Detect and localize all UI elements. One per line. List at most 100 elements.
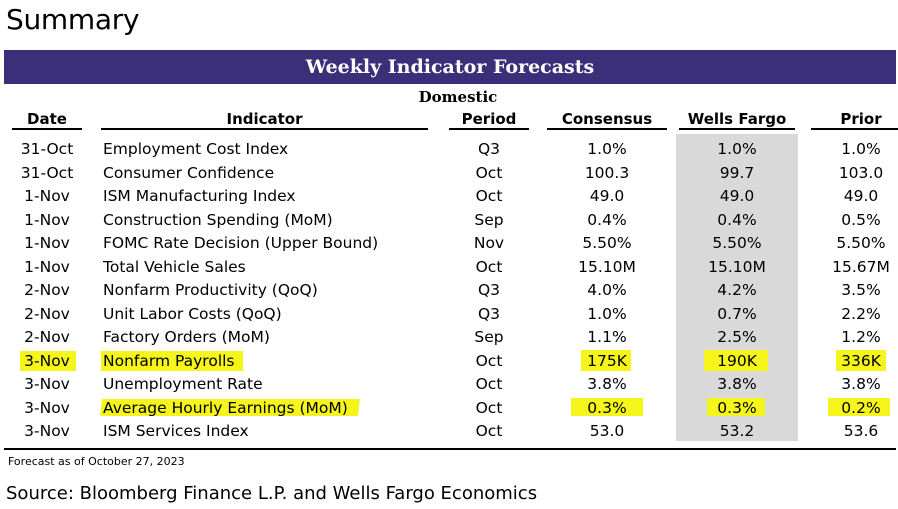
table-row: 1-Nov FOMC Rate Decision (Upper Bound) N…	[0, 232, 898, 256]
highlight-nonfarm-date	[20, 351, 76, 371]
period-cell: Oct	[475, 351, 503, 370]
table-row: 2-Nov Factory Orders (MoM) Sep 1.1% 2.5%…	[0, 326, 898, 350]
highlight-ahe-wells-fargo	[707, 398, 765, 416]
table-title: Weekly Indicator Forecasts	[4, 50, 896, 84]
header-indicator: Indicator	[101, 109, 428, 130]
indicator-cell: Consumer Confidence	[103, 163, 275, 182]
period-cell: Oct	[475, 422, 503, 440]
wells-fargo-cell: 0.3%	[717, 398, 757, 417]
prior-cell: 53.6	[843, 422, 879, 440]
date-cell: 2-Nov	[24, 281, 70, 299]
highlight-nonfarm-indicator	[101, 351, 243, 371]
indicator-cell: ISM Manufacturing Index	[103, 187, 296, 205]
period-cell: Nov	[473, 234, 505, 252]
prior-cell: 3.5%	[841, 281, 881, 299]
date-cell: 31-Oct	[20, 163, 74, 182]
prior-cell: 103.0	[838, 163, 884, 182]
prior-cell: 15.67M	[832, 257, 890, 276]
consensus-cell: 3.8%	[587, 375, 627, 393]
consensus-cell: 0.3%	[587, 398, 627, 417]
wells-fargo-cell: 99.7	[719, 163, 755, 182]
section-label: Domestic	[418, 88, 498, 106]
period-cell: Q3	[477, 304, 501, 323]
indicator-cell: Total Vehicle Sales	[103, 257, 246, 276]
table-row: 3-Nov Average Hourly Earnings (MoM) Oct …	[0, 397, 898, 421]
wells-fargo-cell: 190K	[717, 351, 757, 370]
wells-fargo-cell: 0.4%	[717, 210, 757, 229]
wells-fargo-cell: 2.5%	[717, 328, 757, 346]
table-row: 3-Nov ISM Services Index Oct 53.0 53.2 5…	[0, 420, 898, 444]
wells-fargo-column-shading	[676, 134, 798, 441]
wells-fargo-cell: 5.50%	[712, 234, 762, 252]
prior-cell: 1.0%	[841, 140, 881, 158]
table-row: 31-Oct Consumer Confidence Oct 100.3 99.…	[0, 162, 898, 186]
period-cell: Sep	[474, 328, 504, 346]
period-cell: Q3	[477, 281, 501, 299]
indicator-cell: Average Hourly Earnings (MoM)	[103, 398, 348, 417]
date-cell: 1-Nov	[24, 257, 70, 276]
source-note: Source: Bloomberg Finance L.P. and Wells…	[6, 483, 538, 504]
page-title: Summary	[6, 3, 140, 36]
date-cell: 3-Nov	[24, 398, 70, 417]
indicator-cell: Nonfarm Payrolls	[103, 351, 235, 370]
period-cell: Oct	[475, 398, 503, 417]
indicator-cell: Factory Orders (MoM)	[103, 328, 270, 346]
prior-cell: 336K	[841, 351, 881, 370]
consensus-cell: 5.50%	[582, 234, 632, 252]
indicator-cell: Employment Cost Index	[103, 140, 289, 158]
wells-fargo-cell: 15.10M	[708, 257, 766, 276]
consensus-cell: 0.4%	[587, 210, 627, 229]
date-cell: 3-Nov	[24, 422, 70, 440]
period-cell: Sep	[474, 210, 504, 229]
forecast-date-note: Forecast as of October 27, 2023	[8, 455, 185, 468]
table-bottom-rule	[4, 448, 896, 450]
table-row: 2-Nov Nonfarm Productivity (QoQ) Q3 4.0%…	[0, 279, 898, 303]
consensus-cell: 175K	[587, 351, 627, 370]
date-cell: 2-Nov	[24, 328, 70, 346]
highlight-nonfarm-wells-fargo	[704, 350, 768, 371]
indicator-cell: ISM Services Index	[103, 422, 249, 440]
date-cell: 3-Nov	[24, 351, 70, 370]
header-date: Date	[12, 109, 82, 130]
date-cell: 1-Nov	[24, 234, 70, 252]
indicator-cell: Construction Spending (MoM)	[103, 210, 333, 229]
prior-cell: 1.2%	[841, 328, 881, 346]
table-row: 1-Nov ISM Manufacturing Index Oct 49.0 4…	[0, 185, 898, 209]
consensus-cell: 1.1%	[587, 328, 627, 346]
table-row: 3-Nov Nonfarm Payrolls Oct 175K 190K 336…	[0, 350, 898, 374]
table-row: 1-Nov Total Vehicle Sales Oct 15.10M 15.…	[0, 256, 898, 280]
date-cell: 1-Nov	[24, 187, 70, 205]
header-wells-fargo: Wells Fargo	[679, 109, 795, 130]
table-row: 1-Nov Construction Spending (MoM) Sep 0.…	[0, 209, 898, 233]
date-cell: 3-Nov	[24, 375, 70, 393]
indicator-cell: FOMC Rate Decision (Upper Bound)	[103, 234, 379, 252]
consensus-cell: 1.0%	[587, 140, 627, 158]
prior-cell: 0.5%	[841, 210, 881, 229]
wells-fargo-cell: 0.7%	[717, 304, 757, 323]
period-cell: Q3	[477, 140, 501, 158]
consensus-cell: 15.10M	[578, 257, 636, 276]
prior-cell: 3.8%	[841, 375, 881, 393]
prior-cell: 5.50%	[836, 234, 886, 252]
header-period: Period	[449, 109, 529, 130]
prior-cell: 49.0	[843, 187, 879, 205]
prior-cell: 0.2%	[841, 398, 881, 417]
consensus-cell: 49.0	[589, 187, 625, 205]
wells-fargo-cell: 4.2%	[717, 281, 757, 299]
header-consensus: Consensus	[547, 109, 667, 130]
highlight-nonfarm-prior	[836, 350, 886, 371]
wells-fargo-cell: 3.8%	[717, 375, 757, 393]
period-cell: Oct	[475, 163, 503, 182]
date-cell: 1-Nov	[24, 210, 70, 229]
period-cell: Oct	[475, 187, 503, 205]
consensus-cell: 1.0%	[587, 304, 627, 323]
wells-fargo-cell: 1.0%	[717, 140, 757, 158]
consensus-cell: 53.0	[589, 422, 625, 440]
prior-cell: 2.2%	[841, 304, 881, 323]
period-cell: Oct	[475, 257, 503, 276]
consensus-cell: 100.3	[584, 163, 630, 182]
highlight-ahe-consensus	[571, 398, 643, 416]
highlight-nonfarm-consensus	[581, 350, 631, 371]
date-cell: 31-Oct	[20, 140, 74, 158]
consensus-cell: 4.0%	[587, 281, 627, 299]
